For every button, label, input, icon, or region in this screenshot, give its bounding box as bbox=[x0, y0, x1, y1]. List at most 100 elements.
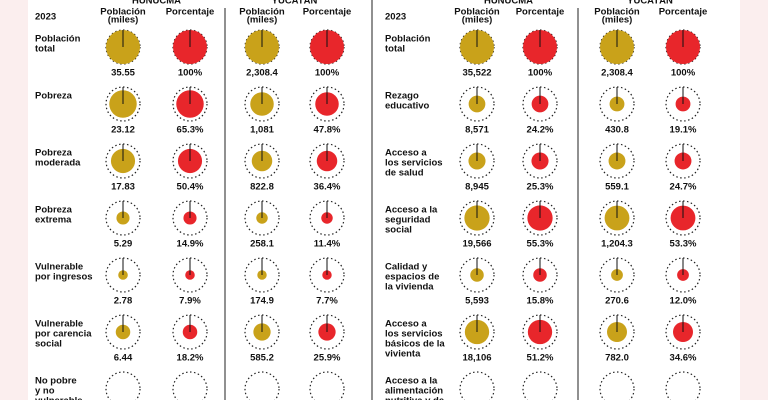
circle-outline bbox=[599, 257, 635, 293]
percent-header: Porcentaje bbox=[516, 7, 565, 18]
circle-outline bbox=[172, 314, 208, 350]
cell-value: 559.1 bbox=[605, 182, 629, 193]
percent-header: Porcentaje bbox=[166, 7, 215, 18]
circle-outline bbox=[244, 200, 280, 236]
row-label: moderada bbox=[35, 158, 81, 169]
cell-value: 53.3% bbox=[670, 239, 697, 250]
circle-outline bbox=[105, 200, 141, 236]
population-header: (miles) bbox=[108, 15, 139, 26]
row-label: extrema bbox=[35, 215, 72, 226]
cell-value: 100% bbox=[671, 68, 696, 79]
circle-outline bbox=[172, 86, 208, 122]
row-label: los servicios bbox=[385, 329, 443, 340]
circle-outline bbox=[309, 314, 345, 350]
cell-value: 14.9% bbox=[177, 239, 204, 250]
circle-outline bbox=[172, 371, 208, 400]
cell-value: 6.44 bbox=[114, 353, 133, 364]
circle-outline bbox=[459, 143, 495, 179]
row-label: Población bbox=[385, 34, 431, 45]
background bbox=[28, 0, 740, 400]
population-header: (miles) bbox=[462, 15, 493, 26]
circle-outline bbox=[459, 200, 495, 236]
cell-value: 100% bbox=[528, 68, 553, 79]
population-header: Población bbox=[594, 7, 640, 18]
circle-outline bbox=[105, 143, 141, 179]
cell-value: 25.9% bbox=[314, 353, 341, 364]
circle-outline bbox=[244, 257, 280, 293]
row-label: la vivienda bbox=[385, 282, 434, 293]
cell-value: 47.8% bbox=[314, 125, 341, 136]
year: 2023 bbox=[385, 12, 406, 23]
circle-outline bbox=[244, 371, 280, 400]
circle-outline bbox=[172, 257, 208, 293]
row-label: los servicios bbox=[385, 158, 443, 169]
cell-value: 100% bbox=[178, 68, 203, 79]
cell-value: 100% bbox=[315, 68, 340, 79]
cell-value: 1,081 bbox=[250, 125, 274, 136]
cell-value: 2,308.4 bbox=[246, 68, 278, 79]
cell-value: 430.8 bbox=[605, 125, 629, 136]
circle-outline bbox=[309, 371, 345, 400]
row-label: social bbox=[35, 339, 62, 350]
circle-outline bbox=[665, 143, 701, 179]
row-label: espacios de bbox=[385, 272, 439, 283]
cell-value: 258.1 bbox=[250, 239, 274, 250]
circle-outline bbox=[459, 86, 495, 122]
population-header: Población bbox=[100, 7, 146, 18]
cell-value: 24.2% bbox=[527, 125, 554, 136]
row-label: vivienta bbox=[385, 349, 421, 360]
circle-outline bbox=[459, 314, 495, 350]
cell-value: 8,945 bbox=[465, 182, 489, 193]
circle-outline bbox=[244, 314, 280, 350]
row-label: vulnerable bbox=[35, 396, 83, 400]
row-label: y no bbox=[35, 386, 55, 397]
cell-value: 65.3% bbox=[177, 125, 204, 136]
cell-value: 15.8% bbox=[527, 296, 554, 307]
population-header: (miles) bbox=[247, 15, 278, 26]
percent-header: Porcentaje bbox=[659, 7, 708, 18]
circle-outline bbox=[665, 200, 701, 236]
group-name: YUCATÁN bbox=[627, 0, 673, 7]
circle-outline bbox=[599, 200, 635, 236]
row-label: Vulnerable bbox=[35, 262, 83, 273]
row-label: Acceso a bbox=[385, 319, 427, 330]
cell-value: 5,593 bbox=[465, 296, 489, 307]
row-label: total bbox=[385, 44, 405, 55]
cell-value: 25.3% bbox=[527, 182, 554, 193]
circle-outline bbox=[599, 86, 635, 122]
circle-outline bbox=[309, 257, 345, 293]
row-label: educativo bbox=[385, 101, 430, 112]
cell-value: 18.2% bbox=[177, 353, 204, 364]
group-name: HUNUCMÁ bbox=[132, 0, 181, 7]
circle-outline bbox=[105, 86, 141, 122]
circle-outline bbox=[105, 257, 141, 293]
circle-outline bbox=[599, 314, 635, 350]
cell-value: 17.83 bbox=[111, 182, 135, 193]
row-label: por ingresos bbox=[35, 272, 93, 283]
cell-value: 2,308.4 bbox=[601, 68, 633, 79]
cell-value: 24.7% bbox=[670, 182, 697, 193]
circle-outline bbox=[522, 143, 558, 179]
cell-value: 18,106 bbox=[462, 353, 491, 364]
row-label: Pobreza bbox=[35, 91, 73, 102]
circle-outline bbox=[105, 314, 141, 350]
year: 2023 bbox=[35, 12, 56, 23]
cell-value: 8,571 bbox=[465, 125, 489, 136]
row-label: de salud bbox=[385, 168, 424, 179]
group-name: HUNUCMÁ bbox=[484, 0, 533, 7]
cell-value: 51.2% bbox=[527, 353, 554, 364]
circle-outline bbox=[459, 257, 495, 293]
row-label: seguridad bbox=[385, 215, 431, 226]
row-label: Acceso a la bbox=[385, 376, 438, 387]
cell-value: 174.9 bbox=[250, 296, 274, 307]
row-label: total bbox=[35, 44, 55, 55]
row-label: Pobreza bbox=[35, 148, 73, 159]
cell-value: 19.1% bbox=[670, 125, 697, 136]
cell-value: 5.29 bbox=[114, 239, 133, 250]
circle-outline bbox=[309, 200, 345, 236]
cell-value: 35.55 bbox=[111, 68, 135, 79]
cell-value: 2.78 bbox=[114, 296, 133, 307]
row-label: social bbox=[385, 225, 412, 236]
cell-value: 19,566 bbox=[462, 239, 491, 250]
